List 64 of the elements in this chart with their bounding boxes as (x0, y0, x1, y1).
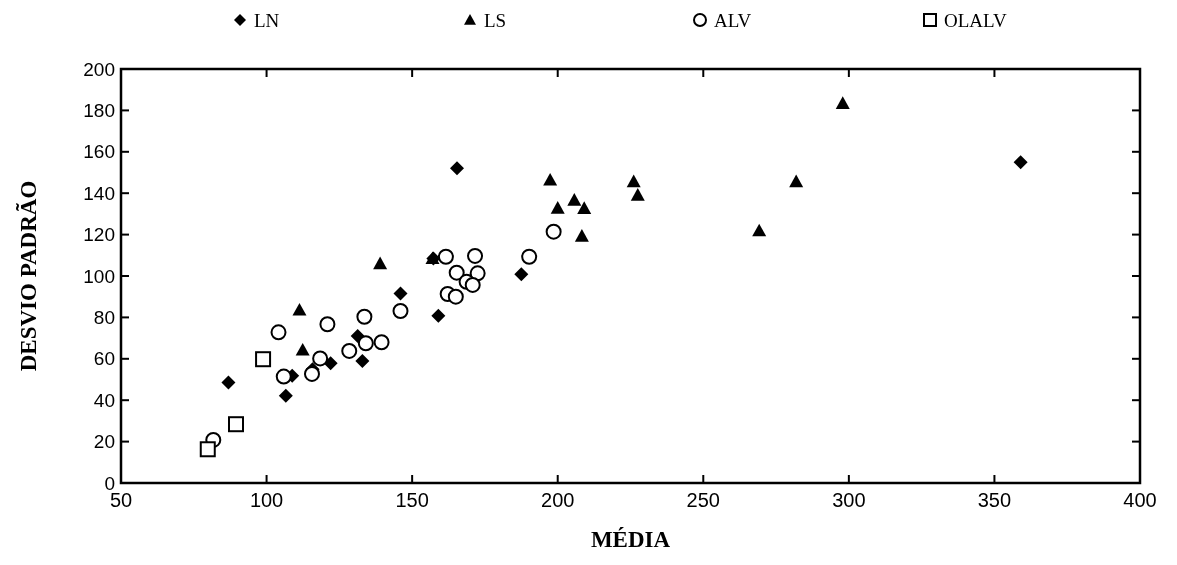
point (295, 342, 310, 356)
point (270, 324, 287, 341)
point (449, 161, 464, 176)
point (255, 351, 272, 368)
point (355, 354, 370, 369)
point (199, 441, 216, 458)
point (312, 350, 329, 367)
x-axis-title: MÉDIA (590, 527, 671, 552)
legend-label: LS (484, 9, 507, 31)
point (464, 276, 481, 293)
y-axis-title: DESVIO PADRÃO (16, 180, 41, 372)
point (357, 335, 374, 352)
y-tick-label: 200 (83, 58, 115, 80)
point (577, 201, 592, 214)
x-tick-label: 150 (395, 489, 429, 511)
x-tick-label: 300 (832, 489, 866, 511)
point (1013, 155, 1028, 170)
x-tick-label: 200 (541, 489, 575, 511)
point (752, 223, 767, 237)
point (393, 286, 408, 301)
point (545, 223, 562, 240)
point (543, 172, 558, 186)
point (835, 96, 850, 109)
x-tick-label: 250 (686, 489, 720, 511)
point (341, 342, 358, 359)
legend-label: OLALV (944, 9, 1007, 31)
point (789, 174, 804, 188)
y-tick-label: 20 (93, 431, 115, 453)
y-tick-label: 80 (93, 307, 115, 329)
legend-label: ALV (714, 9, 752, 31)
point (550, 201, 565, 214)
x-tick-label: 100 (249, 489, 284, 511)
point (626, 174, 641, 188)
point (221, 375, 236, 390)
point (356, 308, 373, 325)
point (392, 302, 409, 319)
point (574, 229, 589, 242)
point (431, 308, 446, 323)
legend-label: LN (254, 9, 280, 31)
point (319, 316, 336, 333)
point (448, 264, 465, 281)
point (630, 188, 645, 201)
point (373, 256, 388, 270)
y-tick-label: 140 (83, 182, 115, 204)
point (514, 267, 529, 282)
point (228, 416, 244, 433)
x-tick-label: 350 (977, 489, 1012, 511)
point (278, 388, 293, 403)
point (447, 288, 464, 305)
y-tick-label: 100 (83, 265, 115, 287)
y-tick-label: 60 (93, 348, 115, 370)
point (521, 248, 538, 265)
point (373, 334, 390, 351)
point (303, 365, 320, 382)
y-tick-label: 40 (93, 389, 115, 411)
point (467, 247, 484, 264)
point (437, 248, 454, 265)
y-tick-label: 160 (83, 141, 115, 163)
y-tick-label: 180 (83, 100, 115, 122)
point (567, 193, 582, 206)
x-tick-label: 400 (1123, 489, 1157, 511)
y-tick-label: 120 (83, 224, 115, 246)
point (275, 368, 292, 385)
point (292, 302, 307, 316)
